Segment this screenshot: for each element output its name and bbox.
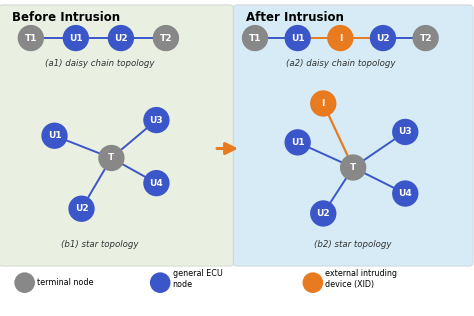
Text: terminal node: terminal node [37, 278, 93, 287]
FancyBboxPatch shape [233, 5, 473, 266]
Text: T: T [108, 154, 115, 162]
Circle shape [303, 273, 322, 292]
Text: U2: U2 [75, 204, 88, 213]
Circle shape [144, 171, 169, 195]
Circle shape [311, 91, 336, 116]
Circle shape [243, 26, 267, 51]
Text: T2: T2 [419, 33, 432, 43]
Circle shape [99, 146, 124, 170]
Text: U1: U1 [48, 131, 61, 140]
Text: U4: U4 [149, 179, 164, 188]
Text: T1: T1 [249, 33, 261, 43]
Circle shape [144, 108, 169, 132]
Text: (a2) daisy chain topology: (a2) daisy chain topology [285, 59, 395, 68]
Circle shape [42, 123, 67, 148]
Text: U2: U2 [317, 209, 330, 218]
Text: U3: U3 [150, 116, 163, 125]
Text: (b1) star topology: (b1) star topology [61, 240, 138, 249]
Circle shape [285, 26, 310, 51]
Text: I: I [321, 99, 325, 108]
Text: U2: U2 [376, 33, 390, 43]
Text: T2: T2 [160, 33, 172, 43]
Circle shape [393, 119, 418, 144]
Circle shape [64, 26, 88, 51]
Circle shape [311, 201, 336, 226]
Circle shape [151, 273, 170, 292]
Text: general ECU
node: general ECU node [173, 269, 222, 289]
Text: (a1) daisy chain topology: (a1) daisy chain topology [45, 59, 155, 68]
Text: U1: U1 [69, 33, 82, 43]
Circle shape [109, 26, 133, 51]
Text: U1: U1 [291, 138, 304, 147]
Text: U1: U1 [291, 33, 304, 43]
Text: external intruding
device (XID): external intruding device (XID) [325, 269, 397, 289]
FancyBboxPatch shape [0, 5, 234, 266]
Circle shape [18, 26, 43, 51]
Text: U4: U4 [398, 189, 412, 198]
Circle shape [285, 130, 310, 155]
Text: T: T [350, 163, 356, 172]
Text: U3: U3 [399, 127, 412, 137]
Text: T1: T1 [25, 33, 37, 43]
Circle shape [341, 155, 365, 180]
Circle shape [69, 196, 94, 221]
Text: I: I [338, 33, 342, 43]
Text: U2: U2 [114, 33, 128, 43]
Circle shape [393, 181, 418, 206]
Text: After Intrusion: After Intrusion [246, 11, 343, 24]
Circle shape [154, 26, 178, 51]
Circle shape [15, 273, 34, 292]
Circle shape [371, 26, 395, 51]
Text: (b2) star topology: (b2) star topology [314, 240, 392, 249]
Text: Before Intrusion: Before Intrusion [12, 11, 120, 24]
Circle shape [413, 26, 438, 51]
Circle shape [328, 26, 353, 51]
